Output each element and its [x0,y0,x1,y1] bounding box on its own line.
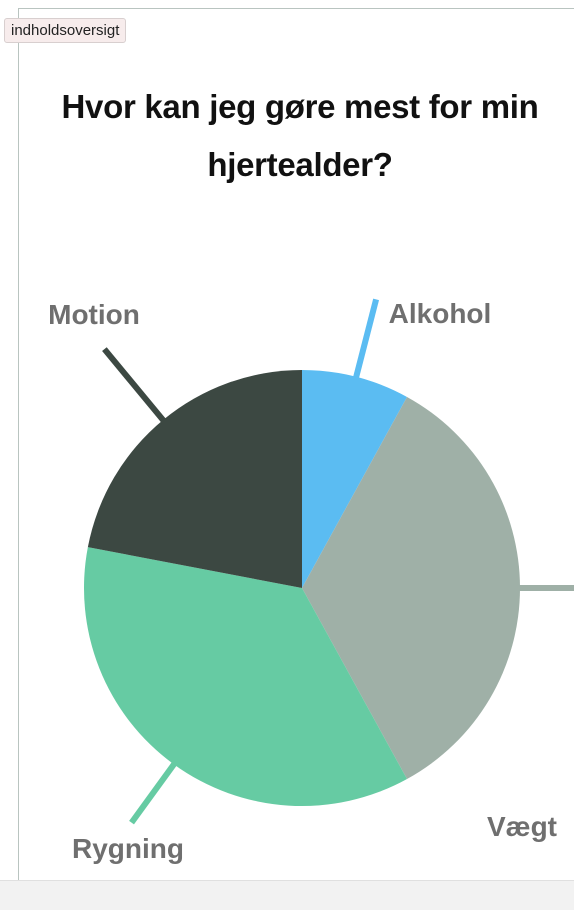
pie-slice-motion [87,370,302,588]
bottom-bar [0,880,574,910]
pie-labels: Alkohol Vægt Rygning Motion [48,298,557,864]
chart-title: Hvor kan jeg gøre mest for min hjerteald… [61,88,539,183]
leader-line-alkohol [350,298,380,390]
pie-slice-rygning [83,547,408,806]
slice-label-motion: Motion [48,299,140,330]
slice-label-v-gt: Vægt [487,811,557,842]
frame-top-border [18,8,574,9]
leader-line-motion [102,347,174,432]
pie-slice-v-gt [302,396,520,780]
table-of-contents-button[interactable]: indholdsoversigt [4,18,127,43]
leader-line-rygning [129,752,184,825]
pie-slices [83,370,520,806]
frame-left-border [18,8,19,896]
pie-slice-alkohol [302,370,408,588]
slice-label-alkohol: Alkohol [389,298,492,329]
slice-label-rygning: Rygning [72,833,184,864]
pie-leader-lines [102,298,574,825]
